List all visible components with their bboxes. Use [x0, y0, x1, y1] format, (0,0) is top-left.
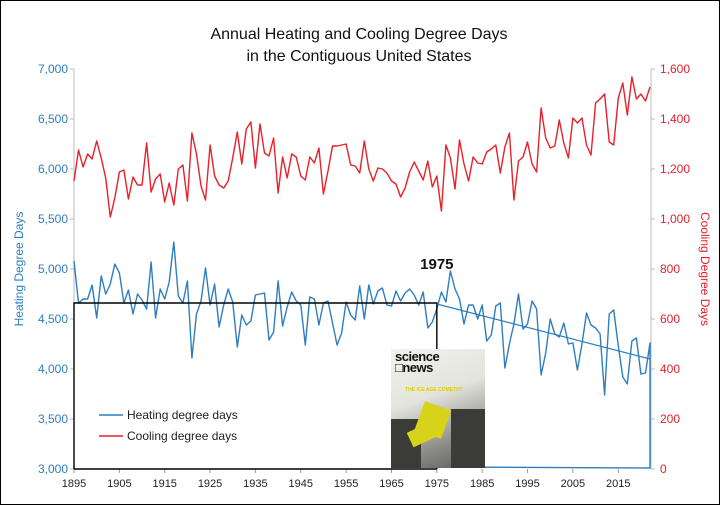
right-tick-label: 1,000: [660, 212, 690, 226]
x-tick-label: 1965: [379, 478, 403, 490]
left-axis-title: Heating Degree Days: [12, 212, 26, 327]
x-tick-label: 1905: [107, 478, 131, 490]
left-tick-label: 7,000: [38, 62, 68, 76]
right-tick-label: 1,200: [660, 162, 690, 176]
chart-title-line: in the Contiguous United States: [246, 48, 471, 65]
series-line-heating: [73, 241, 651, 469]
x-tick-label: 1955: [334, 478, 358, 490]
left-tick-label: 6,500: [38, 112, 68, 126]
x-tick-label: 1985: [470, 478, 494, 490]
x-tick-label: 2005: [561, 478, 585, 490]
right-tick-label: 800: [660, 262, 680, 276]
left-tick-label: 3,500: [38, 412, 68, 426]
left-tick-label: 4,000: [38, 362, 68, 376]
right-tick-label: 400: [660, 362, 680, 376]
right-tick-label: 1,400: [660, 112, 690, 126]
post-1975-trend-line: [436, 303, 651, 360]
cover-art-dark-right: [451, 409, 485, 468]
right-tick-label: 600: [660, 312, 680, 326]
x-tick-label: 1995: [515, 478, 539, 490]
cover-masthead: science □news: [395, 349, 440, 375]
x-tick-label: 1935: [243, 478, 267, 490]
x-tick-label: 1945: [289, 478, 313, 490]
series-line-cooling: [73, 76, 651, 218]
left-tick-label: 6,000: [38, 162, 68, 176]
x-tick-label: 1975: [425, 478, 449, 490]
left-tick-label: 5,500: [38, 212, 68, 226]
x-tick-label: 2015: [606, 478, 630, 490]
cover-headline: THE ICE AGE COMETH?: [405, 387, 463, 393]
x-tick-label: 1895: [62, 478, 86, 490]
x-tick-label: 1915: [152, 478, 176, 490]
pre-1975-box: [73, 302, 438, 469]
legend-label-cooling: Cooling degree days: [127, 429, 237, 443]
right-tick-label: 200: [660, 412, 680, 426]
right-axis-title: Cooling Degree Days: [698, 212, 712, 326]
left-tick-label: 4,500: [38, 312, 68, 326]
legend-label-heating: Heating degree days: [127, 408, 238, 422]
right-tick-label: 1,600: [660, 62, 690, 76]
chart-title-line: Annual Heating and Cooling Degree Days: [210, 26, 507, 43]
science-news-cover-image: science □news THE ICE AGE COMETH?: [391, 349, 485, 468]
left-tick-label: 5,000: [38, 262, 68, 276]
x-tick-label: 1925: [198, 478, 222, 490]
year-1975-label: 1975: [420, 256, 453, 273]
right-tick-label: 0: [660, 462, 667, 476]
left-tick-label: 3,000: [38, 462, 68, 476]
